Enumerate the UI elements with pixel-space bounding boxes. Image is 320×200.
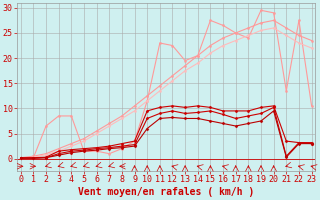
X-axis label: Vent moyen/en rafales ( km/h ): Vent moyen/en rafales ( km/h ) [78,187,254,197]
